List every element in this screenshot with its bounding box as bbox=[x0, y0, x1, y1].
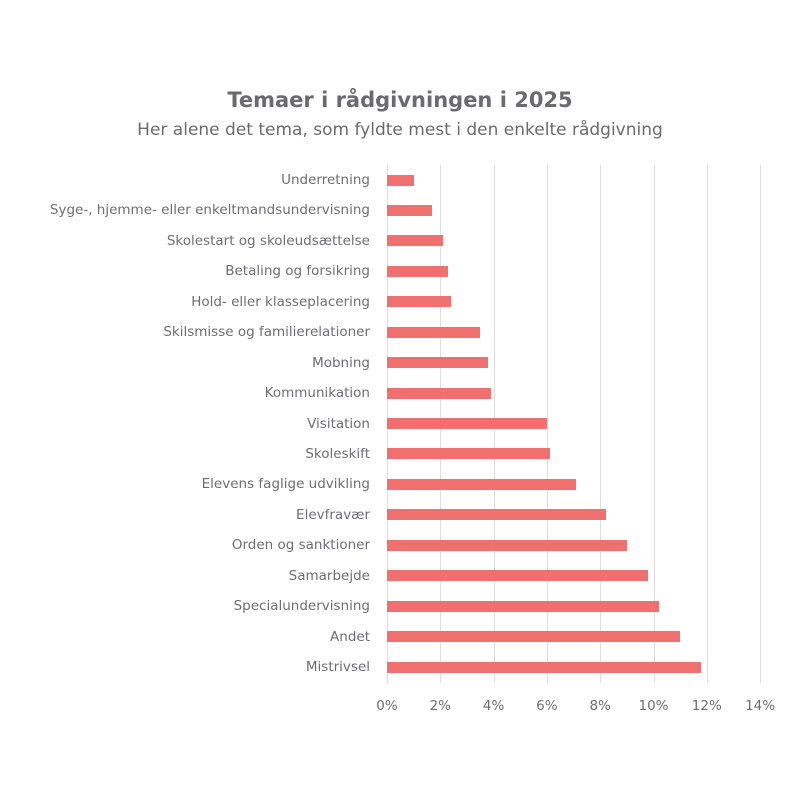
gridline bbox=[546, 165, 548, 683]
x-tick-label: 4% bbox=[482, 698, 505, 714]
chart-title: Temaer i rådgivningen i 2025 bbox=[227, 88, 573, 112]
bar bbox=[387, 387, 491, 399]
x-tick-label: 12% bbox=[691, 698, 722, 714]
bar bbox=[387, 478, 577, 490]
bar bbox=[387, 174, 414, 186]
x-tick-label: 10% bbox=[638, 698, 669, 714]
bar bbox=[387, 204, 433, 216]
chart-subtitle: Her alene det tema, som fyldte mest i de… bbox=[137, 120, 663, 140]
category-label: Elevens faglige udvikling bbox=[201, 476, 370, 493]
bar bbox=[387, 296, 451, 308]
bar bbox=[387, 448, 550, 460]
category-label: Mistrivsel bbox=[305, 659, 370, 676]
x-tick-label: 8% bbox=[589, 698, 611, 714]
category-label: Skoleskift bbox=[305, 445, 370, 462]
category-label: Hold- eller klasseplacering bbox=[191, 293, 370, 310]
category-label: Betaling og forsikring bbox=[225, 263, 370, 280]
x-tick-label: 0% bbox=[376, 698, 398, 714]
category-label: Samarbejde bbox=[288, 567, 370, 584]
bar bbox=[387, 265, 449, 277]
category-label: Orden og sanktioner bbox=[231, 537, 370, 554]
category-label: Underretning bbox=[281, 172, 370, 188]
x-tick-label: 14% bbox=[745, 698, 776, 714]
category-label: Elevfravær bbox=[296, 506, 370, 523]
category-label: Specialundervisning bbox=[233, 598, 370, 615]
gridline bbox=[600, 165, 602, 683]
bar bbox=[387, 509, 606, 521]
category-label: Skolestart og skoleudsættelse bbox=[166, 232, 370, 249]
gridline bbox=[653, 165, 655, 683]
bar bbox=[387, 631, 681, 643]
gridline bbox=[760, 165, 762, 683]
bar bbox=[387, 661, 702, 673]
bar bbox=[387, 570, 649, 582]
category-label: Mobning bbox=[312, 354, 370, 371]
category-label: Kommunikation bbox=[264, 385, 370, 402]
gridline bbox=[706, 165, 708, 683]
bar bbox=[387, 235, 443, 247]
x-tick-label: 2% bbox=[429, 698, 451, 714]
category-label: Andet bbox=[330, 628, 370, 645]
bar bbox=[387, 600, 659, 612]
bar bbox=[387, 539, 627, 551]
bar bbox=[387, 418, 547, 430]
x-tick-label: 6% bbox=[536, 698, 558, 714]
bar bbox=[387, 326, 481, 338]
category-label: Syge-, hjemme- eller enkeltmandsundervis… bbox=[49, 202, 370, 219]
category-label: Visitation bbox=[307, 415, 370, 432]
bar bbox=[387, 357, 489, 369]
category-label: Skilsmisse og familierelationer bbox=[163, 324, 370, 341]
